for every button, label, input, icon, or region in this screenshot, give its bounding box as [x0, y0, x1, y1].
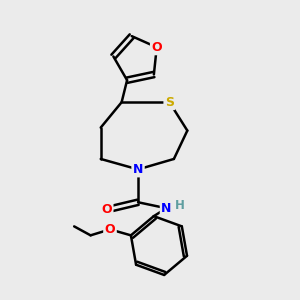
Text: S: S [165, 96, 174, 109]
Text: O: O [101, 203, 112, 216]
Text: H: H [175, 199, 185, 212]
Text: O: O [152, 41, 162, 54]
Text: O: O [105, 223, 115, 236]
Text: N: N [161, 202, 172, 215]
Text: N: N [133, 163, 143, 176]
